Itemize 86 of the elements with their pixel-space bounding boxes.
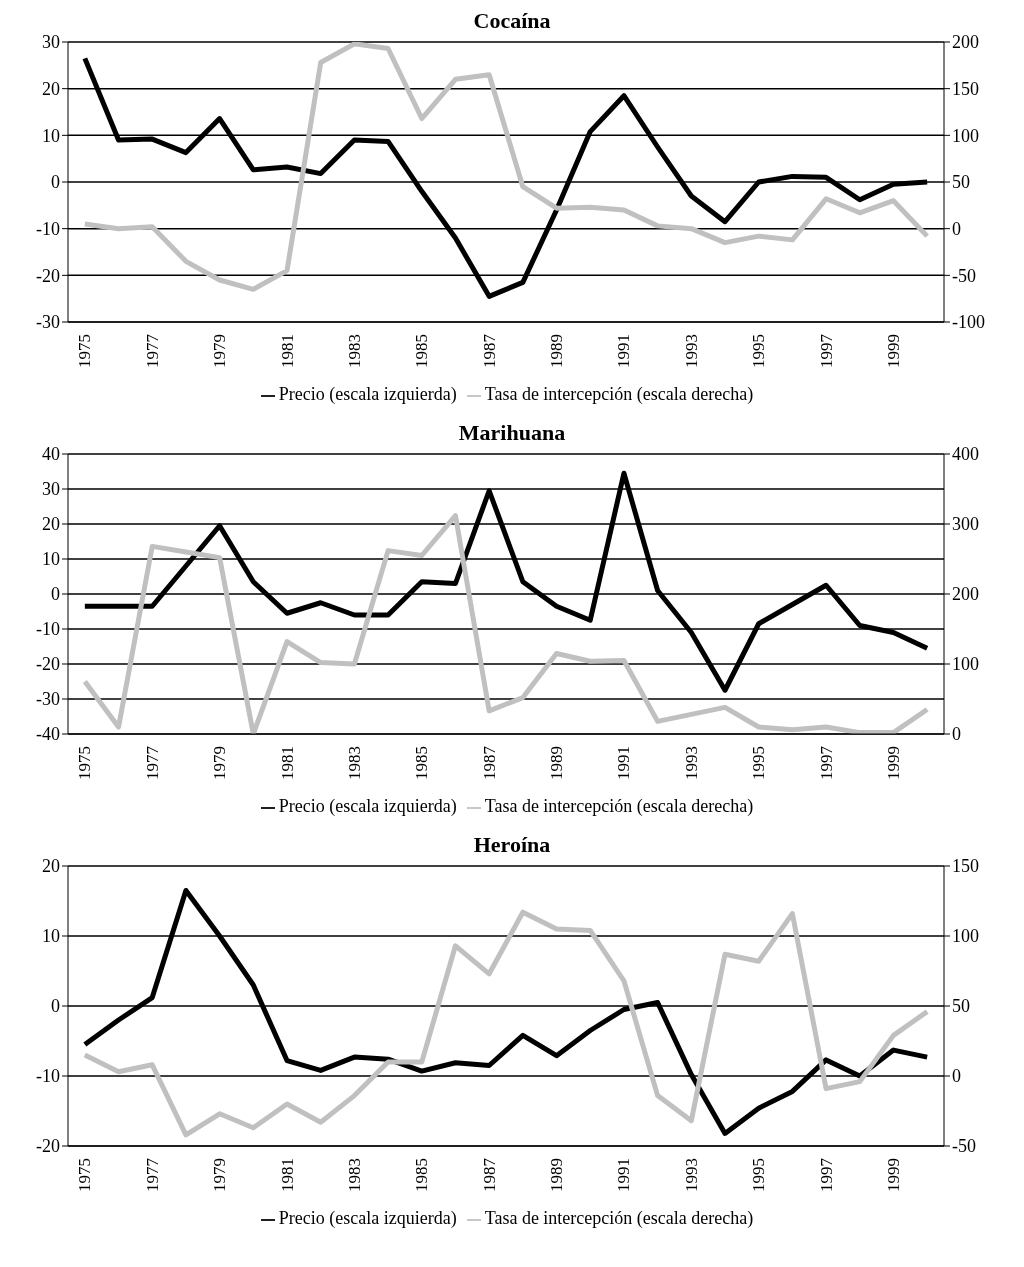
y-tick-label: -20 — [36, 654, 60, 675]
y-tick-label: -20 — [36, 265, 60, 286]
y-tick-label: 0 — [51, 584, 60, 605]
y2-tick-label: -50 — [952, 1136, 976, 1157]
y2-tick-label: 100 — [952, 654, 979, 675]
y2-tick-label: 200 — [952, 584, 979, 605]
y2-tick-label: 200 — [952, 32, 979, 53]
y2-tick-label: 0 — [952, 219, 961, 240]
y2-tick-label: 400 — [952, 444, 979, 465]
legend-label: Tasa de intercepción (escala derecha) — [484, 384, 754, 404]
y2-tick-label: 100 — [952, 926, 979, 947]
x-tick-label: 1995 — [749, 334, 769, 368]
x-tick-label: 1979 — [210, 1158, 230, 1192]
x-tick-label: 1975 — [75, 334, 95, 368]
y2-tick-label: 150 — [952, 856, 979, 877]
x-tick-label: 1977 — [142, 1157, 162, 1192]
x-tick-label: 1999 — [883, 334, 903, 368]
y-tick-label: 20 — [42, 856, 60, 877]
y-tick-label: 10 — [42, 125, 60, 146]
y-tick-label: -10 — [36, 619, 60, 640]
y-tick-label: -10 — [36, 219, 60, 240]
x-tick-label: 1987 — [479, 333, 499, 368]
y-tick-label: 10 — [42, 549, 60, 570]
x-tick-label: 1987 — [479, 1157, 499, 1192]
x-tick-label: 1979 — [210, 334, 230, 368]
x-tick-label: 1981 — [277, 334, 297, 368]
y2-tick-label: -50 — [952, 265, 976, 286]
y-tick-label: 20 — [42, 79, 60, 100]
y-tick-label: 20 — [42, 514, 60, 535]
x-tick-label: 1985 — [412, 1158, 432, 1192]
x-tick-label: 1991 — [614, 746, 634, 780]
chart-title: Cocaína — [472, 8, 552, 34]
y-tick-label: -30 — [36, 689, 60, 710]
x-tick-label: 1975 — [75, 746, 95, 780]
y-tick-label: 40 — [42, 444, 60, 465]
chart-title: Marihuana — [457, 420, 567, 446]
y-tick-label: -10 — [36, 1066, 60, 1087]
x-tick-label: 1989 — [547, 746, 567, 780]
x-tick-label: 1999 — [883, 746, 903, 780]
x-tick-label: 1989 — [547, 334, 567, 368]
x-tick-label: 1979 — [210, 746, 230, 780]
legend-label: Tasa de intercepción (escala derecha) — [484, 796, 754, 816]
y-tick-label: -20 — [36, 1136, 60, 1157]
y2-tick-label: 0 — [952, 1066, 961, 1087]
x-tick-label: 1985 — [412, 334, 432, 368]
x-tick-label: 1991 — [614, 334, 634, 368]
y2-tick-label: -100 — [952, 312, 985, 333]
x-tick-label: 1981 — [277, 1158, 297, 1192]
y-tick-label: -40 — [36, 724, 60, 745]
y2-tick-label: 300 — [952, 514, 979, 535]
x-tick-label: 1997 — [816, 1157, 836, 1192]
chart-title: Heroína — [472, 832, 552, 858]
x-tick-label: 1977 — [142, 745, 162, 780]
x-tick-label: 1983 — [344, 1158, 364, 1192]
y2-tick-label: 100 — [952, 125, 979, 146]
y-tick-label: 30 — [42, 479, 60, 500]
x-tick-label: 1993 — [681, 1158, 701, 1192]
x-tick-label: 1997 — [816, 745, 836, 780]
legend-label: Tasa de intercepción (escala derecha) — [484, 1208, 754, 1228]
x-tick-label: 1981 — [277, 746, 297, 780]
legend-label: Precio (escala izquierda) — [278, 384, 457, 404]
x-tick-label: 1985 — [412, 746, 432, 780]
y-tick-label: 0 — [51, 172, 60, 193]
x-tick-label: 1993 — [681, 746, 701, 780]
y2-tick-label: 50 — [952, 996, 970, 1017]
y-tick-label: 0 — [51, 996, 60, 1017]
y-tick-label: 10 — [42, 926, 60, 947]
x-tick-label: 1983 — [344, 334, 364, 368]
x-tick-label: 1989 — [547, 1158, 567, 1192]
x-tick-label: 1983 — [344, 746, 364, 780]
x-tick-label: 1995 — [749, 746, 769, 780]
x-tick-label: 1987 — [479, 745, 499, 780]
x-tick-label: 1991 — [614, 1158, 634, 1192]
legend-label: Precio (escala izquierda) — [278, 796, 457, 816]
x-tick-label: 1975 — [75, 1158, 95, 1192]
y2-tick-label: 150 — [952, 79, 979, 100]
x-tick-label: 1995 — [749, 1158, 769, 1192]
y-tick-label: 30 — [42, 32, 60, 53]
legend-label: Precio (escala izquierda) — [278, 1208, 457, 1228]
x-tick-label: 1977 — [142, 333, 162, 368]
y2-tick-label: 50 — [952, 172, 970, 193]
x-tick-label: 1999 — [883, 1158, 903, 1192]
x-tick-label: 1993 — [681, 334, 701, 368]
y2-tick-label: 0 — [952, 724, 961, 745]
x-tick-label: 1997 — [816, 333, 836, 368]
y-tick-label: -30 — [36, 312, 60, 333]
